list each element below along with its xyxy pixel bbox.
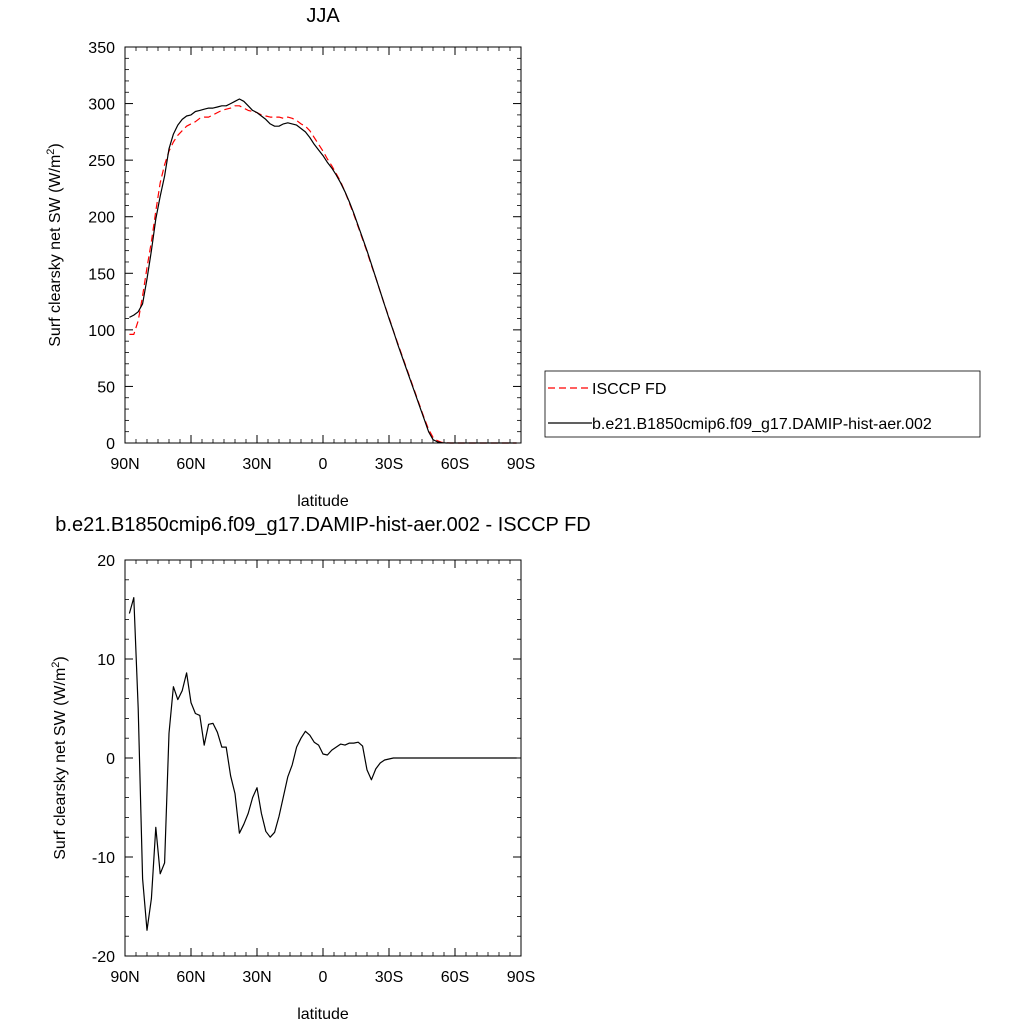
series-line-0 — [128, 596, 517, 931]
bottom-plot-lines — [128, 596, 517, 931]
x-tick-label: 60S — [441, 456, 469, 473]
y-tick-label: 0 — [106, 751, 115, 768]
bottom-panel: b.e21.B1850cmip6.f09_g17.DAMIP-hist-aer.… — [50, 514, 591, 1023]
x-tick-label: 90S — [507, 969, 535, 986]
x-tick-label: 60S — [441, 969, 469, 986]
bottom-y-axis-label: Surf clearsky net SW (W/m2) — [50, 656, 69, 859]
x-tick-label: 30N — [242, 456, 271, 473]
top-x-axis-label: latitude — [297, 493, 349, 510]
top-y-axis-label: Surf clearsky net SW (W/m2) — [45, 143, 64, 346]
legend-label-isccp: ISCCP FD — [592, 381, 666, 398]
bottom-axis-ticks: 90N 60N 30N 0 30S 60S 90S -20 -10 0 10 20 — [92, 553, 535, 986]
top-chart-title: JJA — [306, 5, 340, 27]
bottom-x-axis-label: latitude — [297, 1006, 349, 1023]
bottom-plot-frame — [124, 559, 522, 957]
bottom-chart-title: b.e21.B1850cmip6.f09_g17.DAMIP-hist-aer.… — [55, 514, 590, 536]
x-tick-label: 90N — [110, 456, 139, 473]
x-tick-label: 30N — [242, 969, 271, 986]
y-tick-label: 100 — [88, 323, 115, 340]
x-tick-label: 60N — [176, 969, 205, 986]
y-tick-label: 350 — [88, 40, 115, 57]
top-plot-lines — [129, 98, 517, 444]
y-tick-label: 50 — [97, 379, 115, 396]
y-tick-label: 0 — [106, 436, 115, 453]
x-tick-label: 60N — [176, 456, 205, 473]
legend: ISCCP FD b.e21.B1850cmip6.f09_g17.DAMIP-… — [544, 370, 981, 438]
legend-box — [544, 370, 981, 438]
y-tick-label: 150 — [88, 266, 115, 283]
top-plot-frame — [124, 46, 522, 444]
y-tick-label: 10 — [97, 652, 115, 669]
x-tick-label: 0 — [319, 456, 328, 473]
y-tick-label: 250 — [88, 153, 115, 170]
top-panel: JJA 90N 60N 30N 0 30S 60S 90S 0 50 100 150 200 250 30… — [45, 5, 981, 510]
y-tick-label: -20 — [92, 949, 115, 966]
x-tick-label: 90S — [507, 456, 535, 473]
x-tick-label: 30S — [375, 969, 403, 986]
legend-label-model: b.e21.B1850cmip6.f09_g17.DAMIP-hist-aer.… — [592, 416, 932, 433]
y-tick-label: -10 — [92, 850, 115, 867]
y-tick-label: 20 — [97, 553, 115, 570]
x-tick-label: 30S — [375, 456, 403, 473]
x-tick-label: 0 — [319, 969, 328, 986]
x-tick-label: 90N — [110, 969, 139, 986]
y-tick-label: 200 — [88, 210, 115, 227]
y-tick-label: 300 — [88, 97, 115, 114]
top-axis-ticks: 90N 60N 30N 0 30S 60S 90S 0 50 100 150 200 250 300 350 — [88, 40, 535, 473]
